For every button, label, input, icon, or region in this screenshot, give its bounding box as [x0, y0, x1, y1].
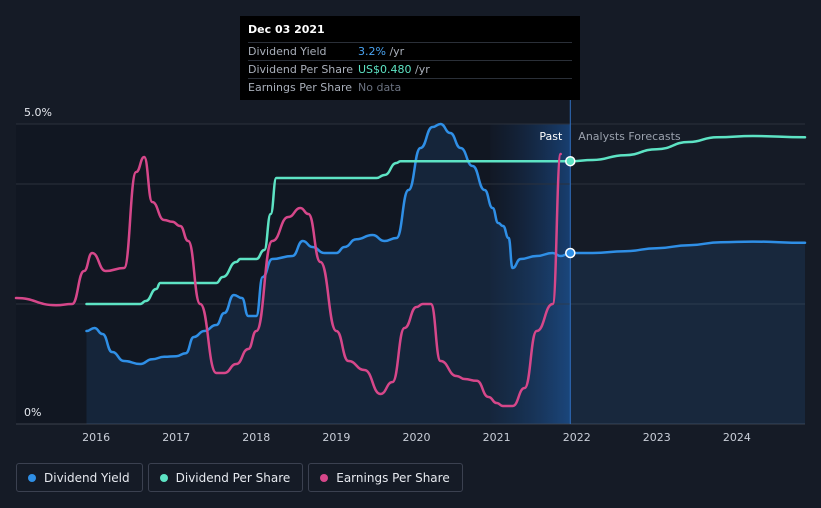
- tooltip-value: US$0.480: [358, 63, 412, 76]
- tooltip-value: 3.2%: [358, 45, 386, 58]
- x-tick-label: 2020: [403, 431, 431, 444]
- x-tick-label: 2022: [563, 431, 591, 444]
- tooltip-label: Dividend Per Share: [248, 63, 354, 76]
- tooltip-unit: /yr: [411, 63, 430, 76]
- tooltip-row-earnings-per-share: Earnings Per Share No data: [248, 78, 572, 96]
- series-areas: [86, 124, 805, 424]
- series-lines: [14, 122, 807, 408]
- y-tick-min: 0%: [24, 406, 41, 419]
- forecast-label: Analysts Forecasts: [578, 130, 681, 143]
- dividend-per-share-marker: [565, 155, 576, 167]
- tooltip-date: Dec 03 2021: [248, 23, 325, 36]
- x-tick-label: 2018: [242, 431, 270, 444]
- x-axis-ticks: 2016 2017 2018 2019 2020 2021 2022 2023 2024: [82, 431, 751, 444]
- legend-dot-icon: [159, 473, 168, 482]
- legend-dot-icon: [320, 473, 329, 482]
- x-tick-label: 2017: [162, 431, 190, 444]
- past-label: Past: [539, 130, 563, 143]
- legend-label: Dividend Per Share: [175, 470, 291, 485]
- legend-earnings-per-share[interactable]: Earnings Per Share: [308, 463, 463, 492]
- x-tick-label: 2021: [483, 431, 511, 444]
- x-tick-label: 2024: [723, 431, 751, 444]
- series-markers: [565, 155, 576, 259]
- legend-dot-icon: [28, 473, 36, 482]
- tooltip: Dec 03 2021 Dividend Yield 3.2% /yr Divi…: [240, 16, 580, 100]
- tooltip-row-dividend-per-share: Dividend Per Share US$0.480 /yr: [248, 60, 572, 78]
- y-tick-max: 5.0%: [24, 106, 52, 119]
- tooltip-unit: /yr: [385, 45, 405, 58]
- legend-dividend-yield[interactable]: Dividend Yield: [16, 463, 143, 492]
- tooltip-label: Dividend Yield: [248, 45, 327, 58]
- dividend-per-share-line: [85, 134, 807, 306]
- legend-label: Dividend Yield: [44, 470, 130, 485]
- dividend-yield-marker: [565, 247, 576, 259]
- legend-dividend-per-share[interactable]: Dividend Per Share: [147, 463, 304, 492]
- x-tick-label: 2016: [82, 431, 110, 444]
- dividend-yield-line: [85, 122, 807, 366]
- earnings-per-share-line: [14, 152, 562, 408]
- x-tick-label: 2019: [322, 431, 350, 444]
- legend: Dividend Yield Dividend Per Share Earnin…: [16, 463, 463, 492]
- dividend-yield-area: [86, 124, 805, 424]
- tooltip-label: Earnings Per Share: [248, 81, 353, 94]
- legend-label: Earnings Per Share: [336, 470, 450, 485]
- tooltip-value: No data: [358, 81, 402, 94]
- x-tick-label: 2023: [643, 431, 671, 444]
- tooltip-row-dividend-yield: Dividend Yield 3.2% /yr: [248, 42, 572, 60]
